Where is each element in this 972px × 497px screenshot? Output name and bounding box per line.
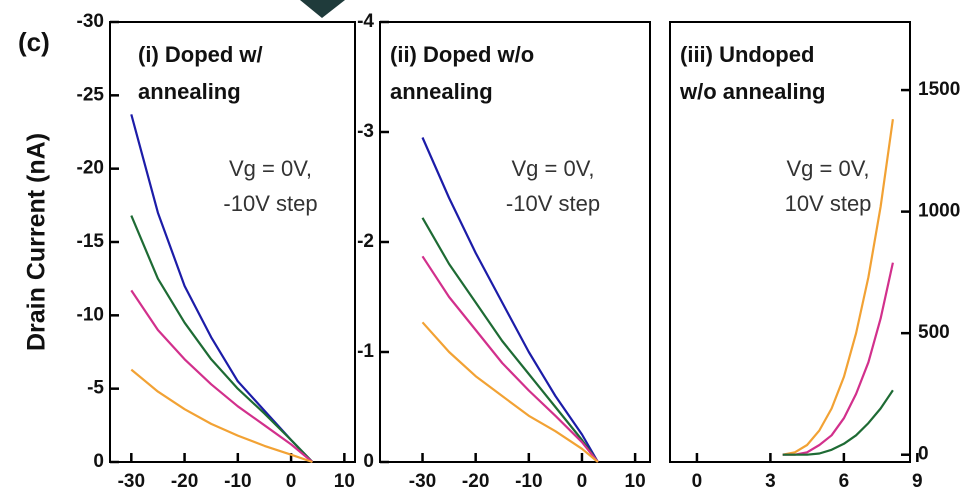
x-tick-label: -20: [171, 471, 198, 492]
plot-frame: [669, 21, 911, 463]
y-tick-label: -10: [77, 304, 104, 325]
x-tick-label: -10: [224, 471, 251, 492]
panel-title: (i) Doped w/: [138, 42, 263, 67]
panel-title: (iii) Undoped: [680, 42, 814, 67]
y-tick-label: 0: [363, 451, 374, 472]
panel-title: annealing: [138, 79, 241, 104]
data-line: [130, 289, 314, 463]
data-line: [421, 137, 599, 463]
data-line: [421, 321, 599, 463]
x-tick-label: -30: [409, 471, 436, 492]
y-tick-label: -15: [77, 231, 105, 252]
annotation: Vg = 0V,: [512, 156, 595, 181]
x-tick-label: 6: [839, 471, 850, 492]
decoration: [300, 0, 345, 18]
panel-title: annealing: [390, 79, 493, 104]
x-tick-label: 3: [765, 471, 776, 492]
data-line: [421, 255, 599, 463]
y-tick-label: 0: [93, 451, 104, 472]
annotation: -10V step: [223, 191, 317, 216]
x-tick-label: -10: [515, 471, 542, 492]
data-line: [782, 389, 894, 456]
annotation: 10V step: [785, 191, 872, 216]
x-tick-label: 0: [577, 471, 588, 492]
data-line: [782, 262, 894, 456]
y-tick-label: -4: [357, 11, 374, 32]
data-line: [130, 368, 313, 464]
y-tick-label: 0: [918, 444, 929, 465]
y-tick-label: 500: [918, 322, 950, 343]
x-tick-label: -20: [462, 471, 489, 492]
y-tick-label: -3: [357, 121, 374, 142]
annotation: Vg = 0V,: [229, 156, 312, 181]
y-tick-label: -25: [77, 84, 105, 105]
y-tick-label: -5: [87, 378, 104, 399]
x-tick-label: 10: [334, 471, 355, 492]
y-tick-label: -30: [77, 11, 104, 32]
annotation: Vg = 0V,: [787, 156, 870, 181]
x-tick-label: -30: [118, 471, 145, 492]
y-tick-label: -2: [357, 231, 374, 252]
x-tick-label: 10: [625, 471, 646, 492]
data-line: [421, 217, 599, 463]
y-tick-label: -1: [357, 341, 374, 362]
y-tick-label: -20: [77, 158, 104, 179]
panel-title: w/o annealing: [679, 79, 825, 104]
x-tick-label: 0: [286, 471, 297, 492]
panel-label: (c): [18, 27, 50, 57]
x-tick-label: 0: [692, 471, 703, 492]
y-axis-label: Drain Current (nA): [23, 133, 51, 351]
y-tick-label: 1000: [918, 201, 960, 222]
panel-title: (ii) Doped w/o: [390, 42, 534, 67]
x-tick-label: 9: [912, 471, 923, 492]
data-line: [130, 215, 314, 463]
y-tick-label: 1500: [918, 79, 960, 100]
annotation: -10V step: [506, 191, 600, 216]
data-line: [782, 119, 894, 456]
